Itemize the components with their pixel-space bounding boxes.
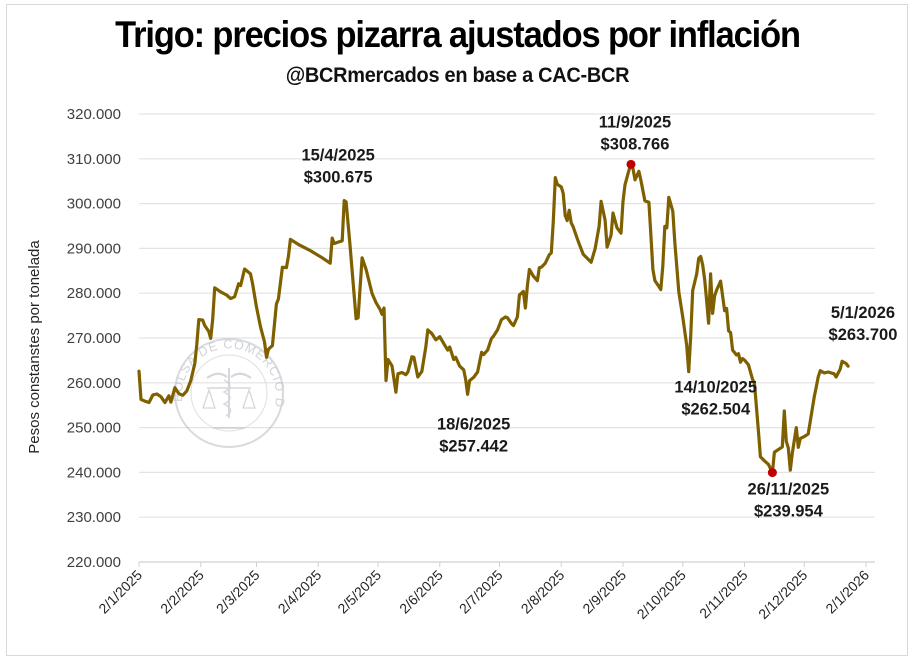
y-tick-label: 280.000: [67, 285, 121, 302]
annotations: 15/4/2025 $300.675 11/9/2025 $308.766 18/6/2…: [301, 113, 897, 520]
y-tick-label: 260.000: [67, 375, 121, 392]
annotation-date: 18/6/2025: [437, 415, 510, 433]
y-axis-ticks: 220.000 230.000 240.000 250.000 260.000 270.0…: [67, 106, 121, 571]
annotation-value: $263.700: [829, 326, 898, 344]
annotation-value: $257.442: [439, 437, 508, 455]
x-tick-label: 2/1/2026: [822, 567, 872, 617]
x-tick-label: 2/1/2025: [95, 567, 145, 617]
gridlines: [139, 113, 875, 518]
annotation-date: 11/9/2025: [599, 113, 672, 131]
annotation-date: 26/11/2025: [748, 481, 830, 499]
chart-title: Trigo: precios pizarra ajustados por inf…: [115, 14, 801, 55]
annotation: 15/4/2025 $300.675: [301, 147, 374, 187]
y-tick-label: 290.000: [67, 240, 121, 257]
y-tick-label: 220.000: [67, 554, 121, 571]
y-tick-label: 250.000: [67, 420, 121, 437]
x-axis-ticks: 2/1/2025 2/2/2025 2/3/2025 2/4/2025 2/5/2025…: [95, 567, 872, 623]
x-tick-label: 2/2/2025: [157, 567, 207, 617]
annotation: 11/9/2025 $308.766: [599, 113, 672, 153]
x-tick-label: 2/6/2025: [396, 567, 446, 617]
y-axis-label: Pesos constanstes por tonelada: [26, 240, 43, 454]
y-tick-label: 270.000: [67, 330, 121, 347]
y-tick-label: 300.000: [67, 196, 121, 213]
annotation-value: $308.766: [601, 135, 670, 153]
annotation: 26/11/2025 $239.954: [748, 481, 830, 521]
x-tick-label: 2/4/2025: [275, 567, 325, 617]
annotation-value: $262.504: [681, 401, 751, 419]
annotation: 18/6/2025 $257.442: [437, 415, 510, 455]
series-line: [137, 162, 850, 475]
y-tick-label: 230.000: [67, 509, 121, 526]
chart-subtitle: @BCRmercados en base a CAC-BCR: [285, 64, 630, 87]
annotation: 5/1/2026 $263.700: [829, 304, 898, 344]
annotation-value: $239.954: [754, 503, 824, 521]
highlight-marker: [767, 468, 777, 478]
x-tick-label: 2/5/2025: [334, 567, 384, 617]
chart-frame: [6, 4, 908, 656]
watermark-seal: BOLSA DE COMERCIO DE ROSARIO: [0, 0, 287, 448]
y-tick-label: 320.000: [67, 106, 121, 123]
x-tick-label: 2/3/2025: [213, 567, 263, 617]
watermark-text: BOLSA DE COMERCIO DE ROSARIO: [0, 0, 286, 409]
y-tick-label: 240.000: [67, 464, 121, 481]
annotation: 14/10/2025 $262.504: [674, 379, 757, 419]
x-tick-label: 2/10/2025: [634, 567, 690, 623]
annotation-value: $300.675: [304, 169, 373, 187]
x-tick-label: 2/7/2025: [456, 567, 506, 617]
x-tick-label: 2/12/2025: [755, 567, 811, 623]
annotation-date: 15/4/2025: [301, 147, 374, 165]
highlight-marker: [626, 159, 636, 169]
series-line-group: [137, 162, 850, 475]
highlight-markers: [626, 159, 777, 478]
x-axis: [138, 561, 875, 567]
annotation-date: 14/10/2025: [674, 379, 757, 397]
annotation-date: 5/1/2026: [831, 304, 895, 322]
x-tick-label: 2/9/2025: [579, 567, 629, 617]
x-tick-label: 2/8/2025: [518, 567, 568, 617]
svg-text:BOLSA DE COMERCIO DE ROSARIO: BOLSA DE COMERCIO DE ROSARIO: [0, 0, 287, 409]
y-tick-label: 310.000: [67, 151, 121, 168]
x-tick-label: 2/11/2025: [696, 567, 751, 622]
